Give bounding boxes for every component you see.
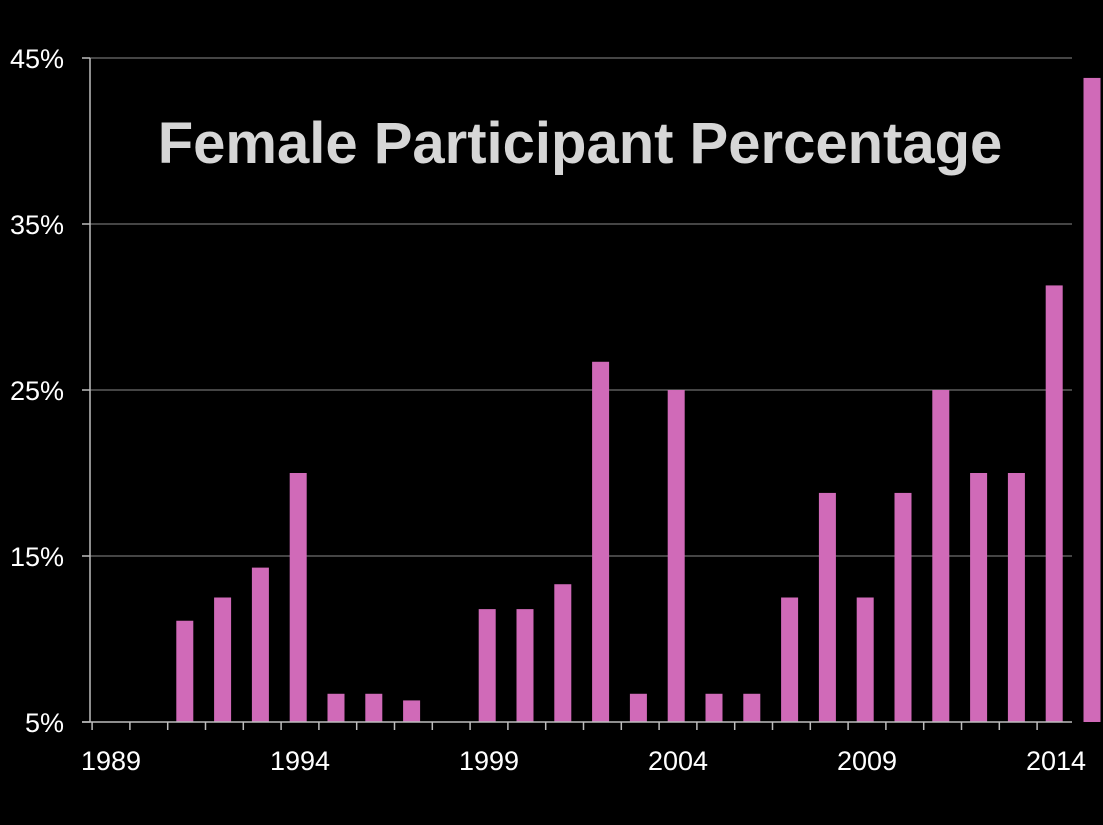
x-tick-label: 2004 bbox=[648, 746, 708, 776]
bar-2000 bbox=[554, 584, 572, 722]
bar-2004 bbox=[705, 693, 723, 722]
bar-1990 bbox=[176, 620, 194, 722]
bar-2010 bbox=[932, 390, 950, 722]
bar-1991 bbox=[214, 597, 232, 722]
bar-1992 bbox=[251, 567, 269, 722]
y-tick-label: 15% bbox=[10, 542, 64, 572]
bar-2012 bbox=[1007, 473, 1025, 722]
x-tick-label: 1994 bbox=[270, 746, 330, 776]
bar-2014 bbox=[1083, 77, 1101, 723]
bar-1995 bbox=[365, 693, 383, 722]
bar-2002 bbox=[629, 693, 647, 722]
bar-1999 bbox=[516, 609, 534, 722]
bar-2007 bbox=[818, 492, 836, 722]
y-tick-labels: 5% 15% 25% 35% 45% bbox=[10, 44, 64, 738]
y-tick-label: 45% bbox=[10, 44, 64, 74]
y-tick-label: 5% bbox=[25, 708, 64, 738]
bars bbox=[176, 77, 1101, 723]
y-tick-label: 25% bbox=[10, 376, 64, 406]
bar-1996 bbox=[403, 700, 421, 722]
x-tick-label: 1999 bbox=[459, 746, 519, 776]
x-tick-label: 2009 bbox=[837, 746, 897, 776]
axes bbox=[82, 57, 1072, 730]
bar-2005 bbox=[743, 693, 761, 722]
bar-2003 bbox=[667, 390, 685, 722]
bar-1993 bbox=[289, 473, 307, 722]
x-tick-label: 2014 bbox=[1026, 746, 1086, 776]
bar-1994 bbox=[327, 693, 345, 722]
bar-1998 bbox=[478, 609, 496, 722]
bar-2001 bbox=[592, 361, 610, 722]
x-tick-labels: 1989 1994 1999 2004 2009 2014 bbox=[81, 746, 1086, 776]
bar-2008 bbox=[856, 597, 874, 722]
bar-2011 bbox=[970, 473, 988, 722]
chart-title: Female Participant Percentage bbox=[158, 111, 1003, 176]
bar-2013 bbox=[1045, 285, 1063, 722]
y-tick-label: 35% bbox=[10, 210, 64, 240]
bar-2009 bbox=[894, 492, 912, 722]
bar-2006 bbox=[781, 597, 799, 722]
x-tick-label: 1989 bbox=[81, 746, 141, 776]
